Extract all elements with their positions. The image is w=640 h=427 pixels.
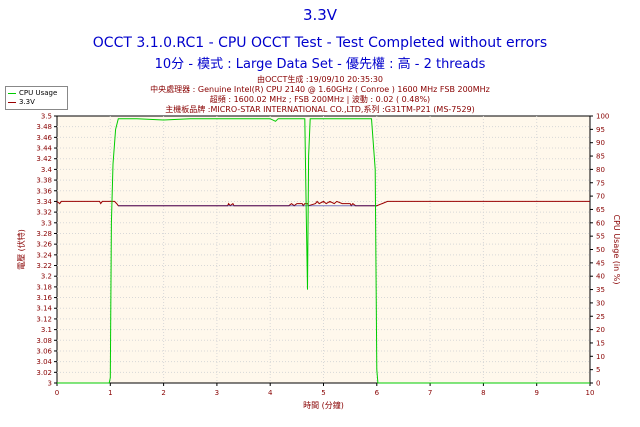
y-right-tick-label: 30 <box>596 299 605 307</box>
legend-swatch-3-3v <box>8 101 16 103</box>
y-left-tick-label: 3.16 <box>36 294 52 302</box>
y-right-tick-label: 100 <box>596 113 609 121</box>
y-left-tick-label: 3.46 <box>36 134 52 142</box>
y-right-tick-label: 55 <box>596 233 605 241</box>
series-line-cpu-usage <box>57 118 590 384</box>
y-left-tick-label: 3.32 <box>36 209 52 217</box>
chart-legend: CPU Usage 3.3V <box>5 86 68 110</box>
y-left-tick-label: 3.2 <box>41 273 52 281</box>
x-tick-label: 7 <box>428 389 432 397</box>
x-tick-label: 0 <box>55 389 59 397</box>
y-left-tick-label: 3.48 <box>36 123 52 131</box>
x-tick-label: 4 <box>268 389 273 397</box>
y-right-tick-label: 90 <box>596 139 605 147</box>
y-left-tick-label: 3.14 <box>36 305 52 313</box>
x-tick-label: 9 <box>534 389 538 397</box>
chart-title: 3.3V <box>302 6 338 24</box>
y-left-tick-label: 3.04 <box>36 358 52 366</box>
y-left-tick-label: 3.06 <box>36 347 52 355</box>
y-right-tick-label: 85 <box>596 153 605 161</box>
legend-swatch-cpu-usage <box>8 92 16 94</box>
y-left-tick-label: 3.38 <box>36 177 52 185</box>
y-left-tick-label: 3.1 <box>41 326 52 334</box>
y-right-tick-label: 45 <box>596 259 605 267</box>
y-right-tick-label: 20 <box>596 326 605 334</box>
y-left-tick-label: 3.28 <box>36 230 52 238</box>
y-right-tick-label: 95 <box>596 126 605 134</box>
x-tick-label: 5 <box>321 389 325 397</box>
legend-item-cpu-usage: CPU Usage <box>8 89 57 98</box>
y-left-tick-label: 3.08 <box>36 337 52 345</box>
x-tick-label: 6 <box>375 389 380 397</box>
y-left-axis-label: 電壓 (伏特) <box>16 229 26 270</box>
y-left-tick-label: 3.24 <box>36 251 52 259</box>
x-tick-label: 2 <box>161 389 165 397</box>
y-left-tick-label: 3.12 <box>36 315 52 323</box>
chart-subtitle-mode: 10分 - 模式 : Large Data Set - 優先權 : 高 - 2 … <box>154 57 486 72</box>
x-tick-label: 3 <box>215 389 219 397</box>
y-left-tick-label: 3 <box>48 380 52 388</box>
info-generated: 由OCCT生成 :19/09/10 20:35:30 <box>257 75 383 84</box>
info-overclock: 超頻 : 1600.02 MHz ; FSB 200MHz | 波動 : 0.0… <box>209 95 431 104</box>
x-tick-label: 10 <box>586 389 595 397</box>
info-cpu: 中央處理器 : Genuine Intel(R) CPU 2140 @ 1.60… <box>150 85 490 94</box>
y-left-tick-label: 3.5 <box>41 113 52 121</box>
y-right-tick-label: 25 <box>596 313 605 321</box>
y-right-tick-label: 60 <box>596 219 605 227</box>
legend-label-3-3v: 3.3V <box>19 98 35 106</box>
y-right-tick-label: 40 <box>596 273 605 281</box>
y-right-axis-label: CPU Usage (in %) <box>612 215 621 285</box>
x-tick-label: 1 <box>108 389 112 397</box>
y-left-tick-label: 3.26 <box>36 241 52 249</box>
y-right-tick-label: 35 <box>596 286 605 294</box>
y-left-tick-label: 3.4 <box>41 166 53 174</box>
y-left-tick-label: 3.42 <box>36 155 52 163</box>
y-left-tick-label: 3.36 <box>36 187 52 195</box>
y-right-tick-label: 70 <box>596 193 605 201</box>
chart-subtitle-test: OCCT 3.1.0.RC1 - CPU OCCT Test - Test Co… <box>92 35 548 51</box>
x-axis-label: 時間 (分鐘) <box>303 400 344 410</box>
info-board: 主機板品牌 :MICRO-STAR INTERNATIONAL CO.,LTD,… <box>165 105 475 114</box>
y-left-tick-label: 3.3 <box>41 219 52 227</box>
y-right-tick-label: 75 <box>596 179 605 187</box>
y-left-tick-label: 3.22 <box>36 262 52 270</box>
legend-item-3-3v: 3.3V <box>8 98 35 107</box>
y-right-tick-label: 0 <box>596 380 600 388</box>
y-left-tick-label: 3.34 <box>36 198 52 206</box>
y-left-tick-label: 3.18 <box>36 283 52 291</box>
y-right-tick-label: 15 <box>596 339 605 347</box>
y-right-tick-label: 10 <box>596 353 605 361</box>
y-right-tick-label: 65 <box>596 206 605 214</box>
y-right-tick-label: 80 <box>596 166 605 174</box>
y-left-tick-label: 3.44 <box>36 145 52 153</box>
y-right-tick-label: 5 <box>596 366 600 374</box>
y-right-tick-label: 50 <box>596 246 605 254</box>
y-left-tick-label: 3.02 <box>36 369 52 377</box>
plot-area <box>56 115 591 384</box>
legend-label-cpu-usage: CPU Usage <box>19 89 58 97</box>
x-tick-label: 8 <box>481 389 485 397</box>
